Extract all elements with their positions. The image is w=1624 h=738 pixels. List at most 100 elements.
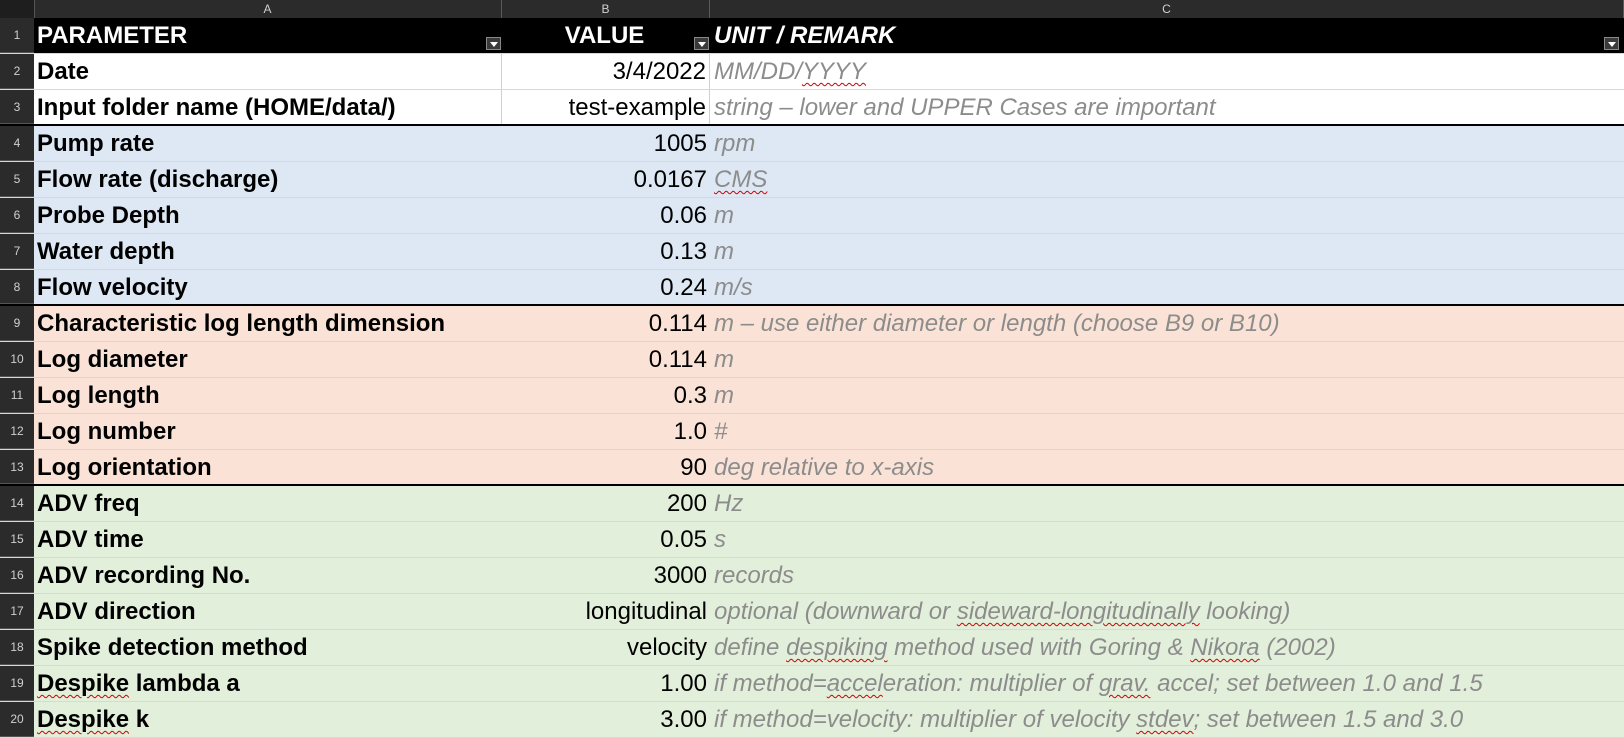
parameter-cell[interactable]: Log orientation (37, 454, 212, 481)
remark-cell[interactable]: string – lower and UPPER Cases are impor… (714, 94, 1216, 121)
parameter-cell[interactable]: Flow velocity (37, 274, 188, 301)
row-number[interactable]: 19 (0, 666, 34, 701)
table-row: 17 ADV direction longitudinal optional (dow… (0, 594, 1624, 630)
remark-cell[interactable]: m (714, 382, 734, 409)
remark-cell[interactable]: # (714, 418, 728, 445)
table-row: 5 Flow rate (discharge) 0.0167 CMS (0, 162, 1624, 198)
value-cell[interactable]: 0.3 (673, 382, 707, 409)
remark-cell[interactable]: CMS (714, 166, 768, 193)
row-number[interactable]: 9 (0, 306, 34, 341)
header-row: 1 PARAMETER VALUE UNIT / REMARK (0, 18, 1624, 54)
parameter-cell[interactable]: ADV direction (37, 598, 196, 625)
parameter-cell[interactable]: Log length (37, 382, 160, 409)
remark-cell[interactable]: m/s (714, 274, 753, 301)
value-cell[interactable]: velocity (626, 634, 707, 661)
remark-cell[interactable]: rpm (714, 130, 756, 157)
remark-cell[interactable]: define despiking method used with Goring… (714, 634, 1336, 661)
value-cell[interactable]: 0.114 (648, 310, 707, 337)
remark-cell[interactable]: optional (downward or sideward-longitudi… (714, 598, 1291, 625)
value-cell[interactable]: 0.06 (660, 202, 707, 229)
filter-dropdown-c-icon[interactable] (1604, 37, 1619, 50)
table-row: 16 ADV recording No. 3000 records (0, 558, 1624, 594)
remark-cell[interactable]: Hz (714, 490, 744, 517)
table-row: 6 Probe Depth 0.06 m (0, 198, 1624, 234)
header-remark-cell[interactable]: UNIT / REMARK (714, 22, 896, 49)
remark-cell[interactable]: m (714, 202, 734, 229)
value-cell[interactable]: 0.114 (648, 346, 707, 373)
value-cell[interactable]: 1005 (653, 130, 707, 157)
value-cell[interactable]: longitudinal (585, 598, 707, 625)
row-number[interactable]: 13 (0, 450, 34, 484)
parameter-cell[interactable]: Water depth (37, 238, 175, 265)
value-cell[interactable]: test-example (502, 90, 710, 124)
value-cell[interactable]: 200 (666, 490, 707, 517)
parameter-cell[interactable]: Log diameter (37, 346, 188, 373)
row-number[interactable]: 17 (0, 594, 34, 629)
row-number[interactable]: 6 (0, 198, 34, 233)
table-row: 4 Pump rate 1005 rpm (0, 126, 1624, 162)
remark-cell[interactable]: m (714, 238, 734, 265)
column-header-a[interactable]: A (34, 0, 502, 18)
row-number[interactable]: 10 (0, 342, 34, 377)
remark-cell[interactable]: if method=acceleration: multiplier of gr… (714, 670, 1483, 697)
remark-cell[interactable]: records (714, 562, 795, 589)
parameter-cell[interactable]: Pump rate (37, 130, 155, 157)
remark-cell[interactable]: m (714, 346, 734, 373)
row-number[interactable]: 12 (0, 414, 34, 449)
row-number[interactable]: 1 (0, 18, 34, 53)
value-cell[interactable]: 1.0 (673, 418, 707, 445)
row-number[interactable]: 3 (0, 90, 34, 124)
parameter-cell[interactable]: Date (34, 54, 502, 89)
value-cell[interactable]: 0.05 (660, 526, 707, 553)
filter-dropdown-a-icon[interactable] (486, 37, 501, 50)
remark-cell[interactable]: deg relative to x-axis (714, 454, 935, 481)
value-cell[interactable]: 1.00 (660, 670, 707, 697)
column-header-b[interactable]: B (502, 0, 710, 18)
remark-cell[interactable]: s (714, 526, 726, 553)
row-number[interactable]: 4 (0, 126, 34, 161)
column-header-bar: A B C (0, 0, 1624, 18)
table-row: 10 Log diameter 0.114 m (0, 342, 1624, 378)
value-cell[interactable]: 3000 (653, 562, 707, 589)
row-number[interactable]: 15 (0, 522, 34, 557)
table-row: 13 Log orientation 90 deg relative to x-axi… (0, 450, 1624, 486)
row-number[interactable]: 2 (0, 54, 34, 89)
value-cell[interactable]: 3.00 (660, 706, 707, 733)
select-all-corner[interactable] (0, 0, 35, 18)
parameter-cell[interactable]: Log number (37, 418, 176, 445)
row-number[interactable]: 5 (0, 162, 34, 197)
table-row: 15 ADV time 0.05 s (0, 522, 1624, 558)
column-header-c[interactable]: C (710, 0, 1624, 18)
row-number[interactable]: 14 (0, 486, 34, 521)
table-row: 7 Water depth 0.13 m (0, 234, 1624, 270)
value-cell[interactable]: 0.0167 (633, 166, 707, 193)
parameter-cell[interactable]: Probe Depth (37, 202, 180, 229)
parameter-cell[interactable]: Input folder name (HOME/data/) (34, 90, 502, 124)
filter-dropdown-b-icon[interactable] (694, 37, 709, 50)
row-number[interactable]: 16 (0, 558, 34, 593)
parameter-cell[interactable]: Characteristic log length dimension (37, 310, 446, 337)
parameter-cell[interactable]: ADV recording No. (37, 562, 251, 589)
table-row: 18 Spike detection method velocity define d… (0, 630, 1624, 666)
value-cell[interactable]: 90 (680, 454, 707, 481)
row-number[interactable]: 20 (0, 702, 34, 737)
parameter-cell[interactable]: Despike lambda a (37, 670, 240, 697)
parameter-cell[interactable]: ADV freq (37, 490, 140, 517)
header-parameter-cell[interactable]: PARAMETER (37, 22, 188, 49)
value-cell[interactable]: 3/4/2022 (502, 54, 710, 89)
remark-cell[interactable]: if method=velocity: multiplier of veloci… (714, 706, 1464, 733)
parameter-cell[interactable]: Despike k (37, 706, 150, 733)
parameter-cell[interactable]: Flow rate (discharge) (37, 166, 279, 193)
parameter-cell[interactable]: ADV time (37, 526, 144, 553)
value-cell[interactable]: 0.24 (660, 274, 707, 301)
value-cell[interactable]: 0.13 (660, 238, 707, 265)
parameter-cell[interactable]: Spike detection method (37, 634, 308, 661)
row-number[interactable]: 8 (0, 270, 34, 304)
remark-cell[interactable]: MM/DD/YYYY (714, 58, 867, 85)
row-number[interactable]: 11 (0, 378, 34, 413)
row-number[interactable]: 7 (0, 234, 34, 269)
row-number[interactable]: 18 (0, 630, 34, 665)
header-value-cell[interactable]: VALUE (564, 22, 645, 49)
remark-cell[interactable]: m – use either diameter or length (choos… (714, 310, 1280, 337)
table-row: 8 Flow velocity 0.24 m/s (0, 270, 1624, 306)
